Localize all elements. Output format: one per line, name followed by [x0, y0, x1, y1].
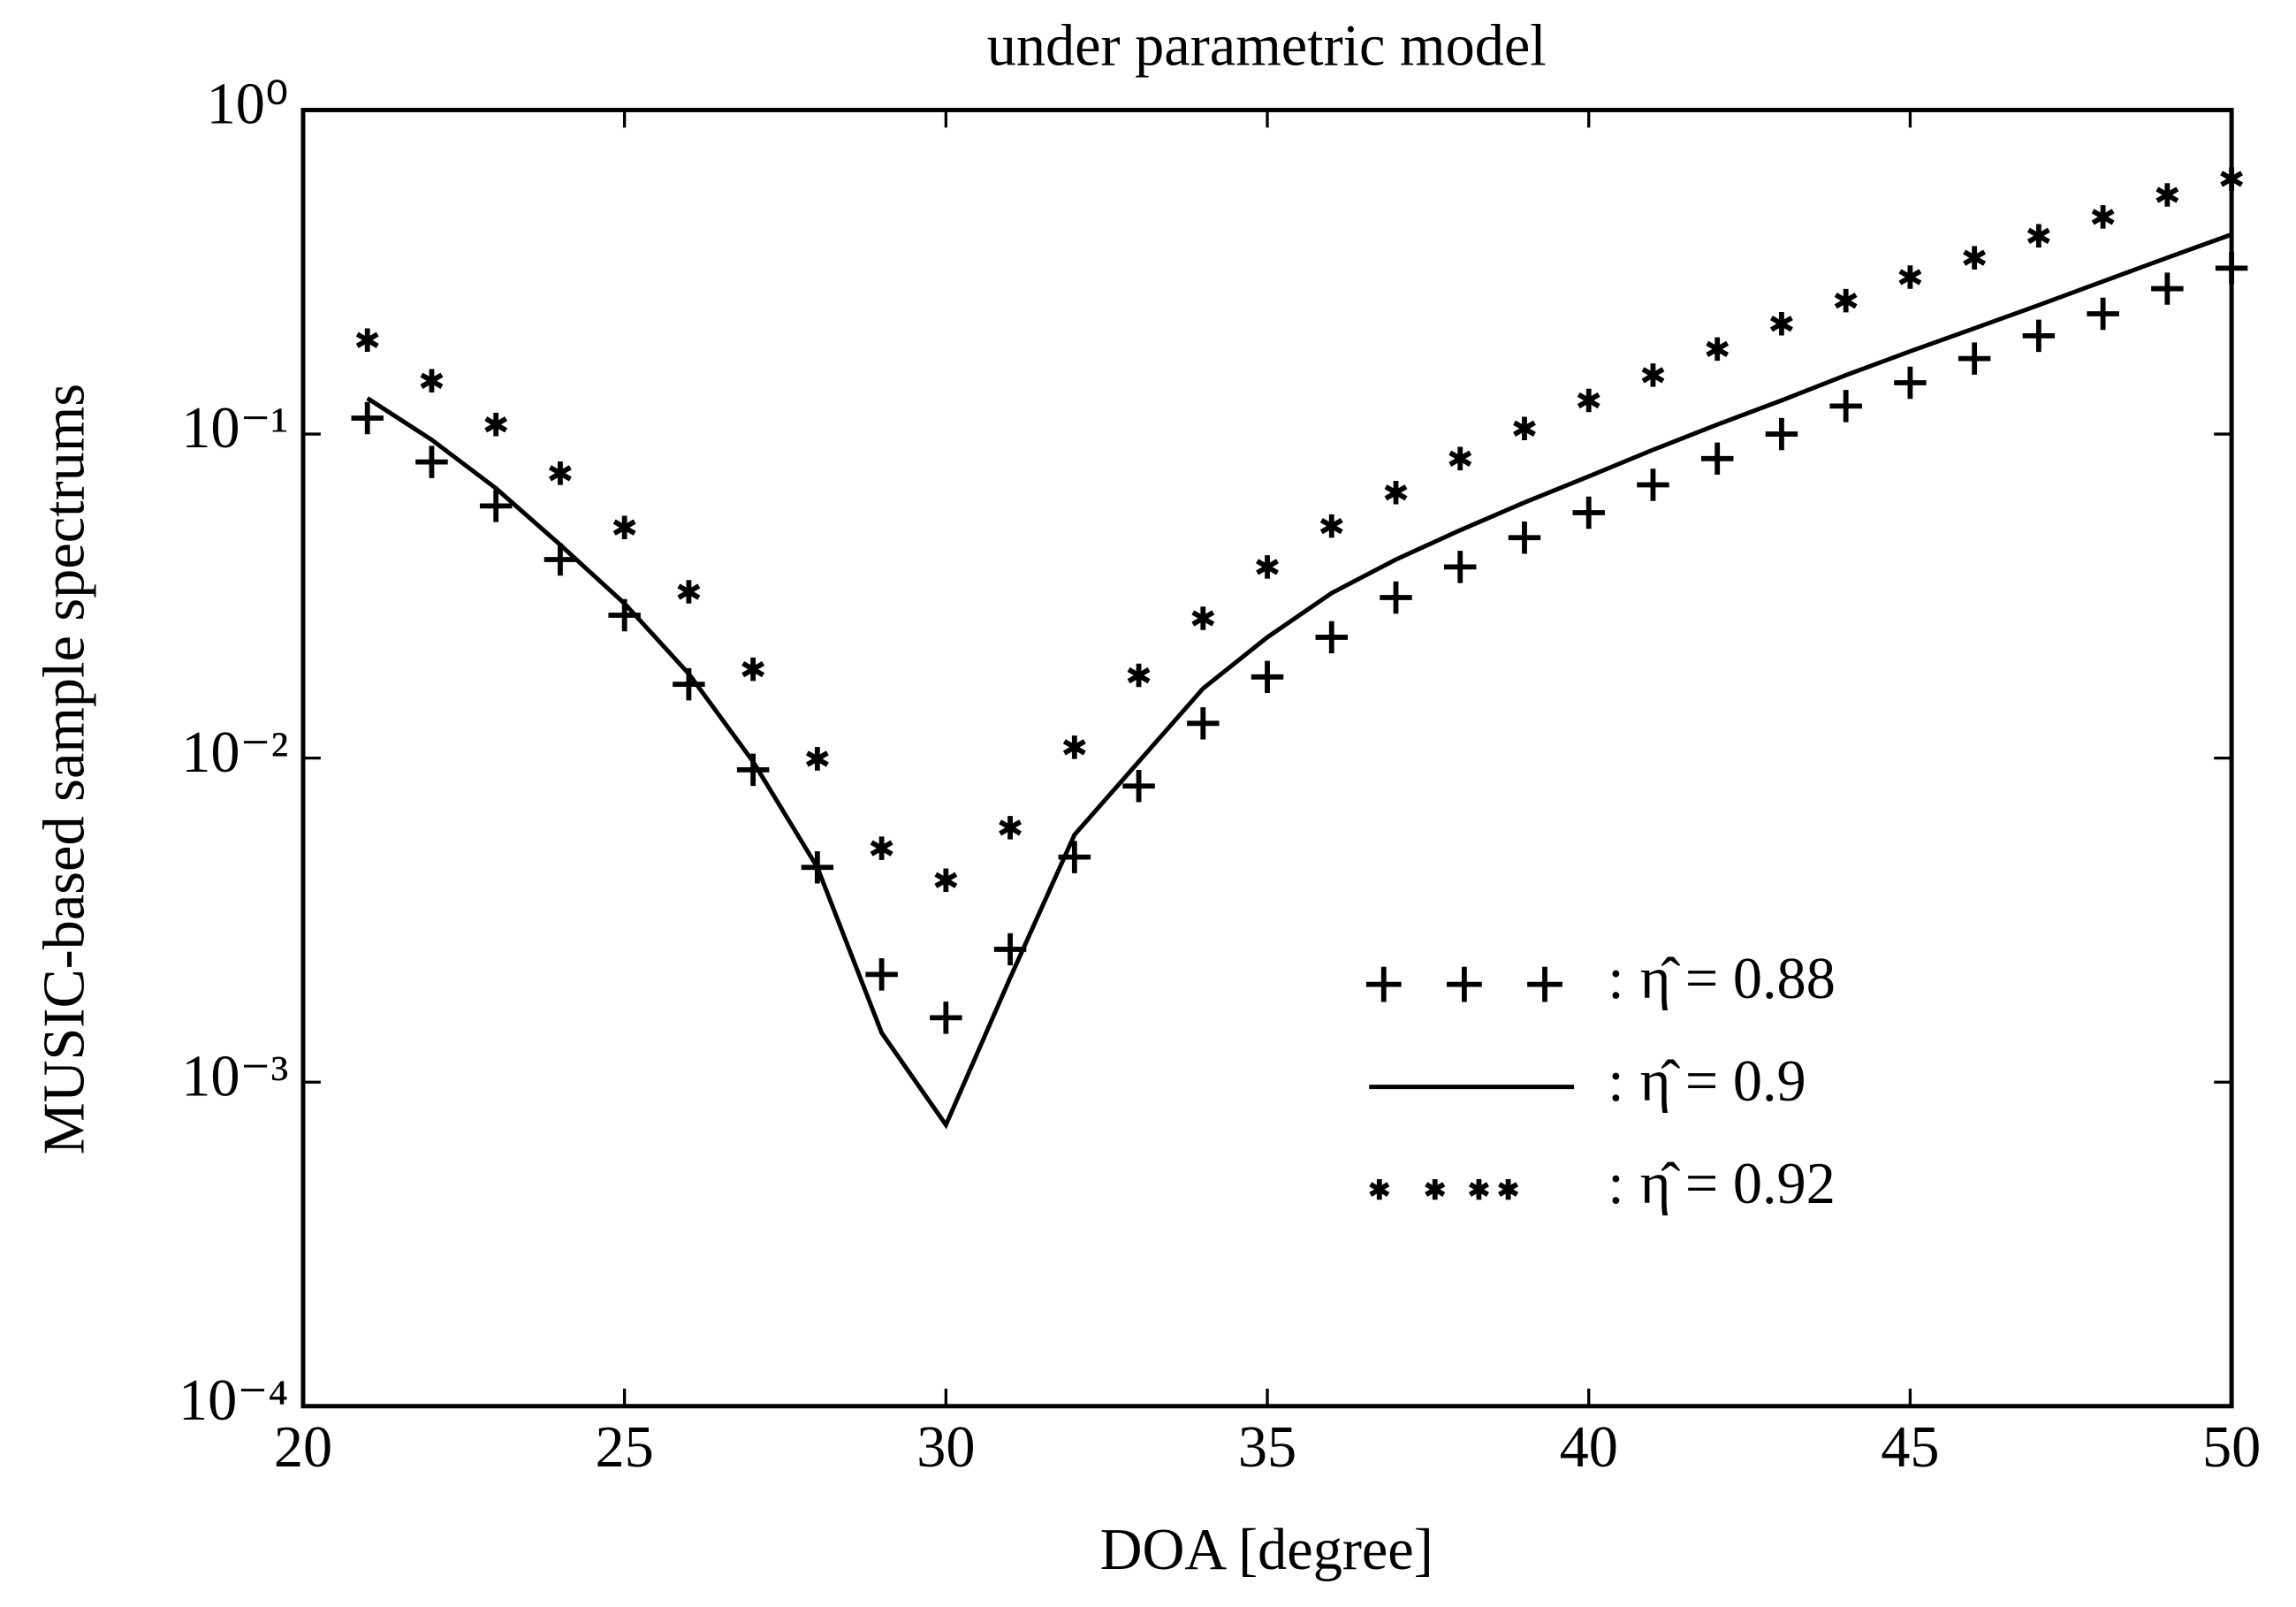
star-marker [1425, 1178, 1446, 1200]
x-tick-label: 40 [1560, 1415, 1618, 1480]
star-marker [1963, 246, 1987, 270]
plus-marker [1444, 551, 1477, 583]
star-marker [1256, 555, 1279, 579]
y-tick-label: 10⁻¹ [181, 396, 288, 461]
plus-marker [1380, 581, 1412, 614]
plus-marker [1315, 621, 1348, 654]
plus-marker [865, 958, 898, 991]
plus-marker [1958, 342, 1991, 375]
star-marker [1319, 514, 1343, 538]
plus-marker [1187, 707, 1220, 740]
x-tick-label: 20 [274, 1415, 332, 1480]
star-marker [741, 657, 765, 682]
legend-label: η̂ = 0.92 [1640, 1152, 1836, 1216]
plot-frame [300, 107, 2234, 1409]
star-marker [870, 836, 893, 860]
plus-marker [1365, 966, 1402, 1002]
star-marker [2026, 224, 2050, 248]
star-marker [1706, 337, 1730, 362]
star-marker [1770, 311, 1793, 336]
star-marker [484, 413, 508, 437]
star-marker [355, 328, 379, 352]
plus-marker [415, 446, 448, 478]
plus-marker [2022, 319, 2056, 353]
plus-marker [1700, 442, 1734, 476]
plus-marker [1527, 966, 1562, 1002]
star-marker [1468, 1178, 1489, 1200]
x-axis-label: DOA [degree] [1100, 1518, 1433, 1582]
plus-marker [1572, 496, 1605, 529]
plus-marker [1637, 468, 1669, 501]
plus-marker [479, 490, 513, 522]
star-marker [999, 816, 1023, 840]
star-marker [1448, 446, 1472, 471]
star-marker [1641, 363, 1665, 387]
star-marker [1898, 265, 1922, 289]
series-line [366, 232, 2232, 1130]
plus-marker [1508, 522, 1541, 554]
legend-label: η̂ = 0.88 [1640, 947, 1836, 1011]
y-tick-label: 10⁻³ [181, 1044, 288, 1108]
plus-marker [1894, 366, 1927, 400]
legend-separator: : [1608, 1049, 1623, 1114]
star-marker [1127, 663, 1151, 688]
star-marker [677, 580, 701, 604]
star-marker [1513, 416, 1536, 441]
star-marker [612, 515, 636, 539]
plus-marker [1829, 390, 1862, 423]
legend-separator: : [1608, 947, 1623, 1011]
star-marker [1369, 1178, 1390, 1200]
star-marker [805, 747, 829, 771]
y-axis-label: MUSIC-based sample spectrums [33, 384, 97, 1154]
star-marker [1062, 735, 1086, 759]
y-tick-label: 10⁻⁴ [179, 1368, 288, 1433]
legend-separator: : [1608, 1152, 1623, 1216]
plus-marker [544, 543, 577, 576]
plus-marker [2215, 252, 2248, 285]
chart-title: under parametric model [987, 13, 1547, 78]
star-marker [1498, 1178, 1519, 1200]
x-tick-label: 25 [596, 1415, 654, 1480]
x-tick-label: 35 [1238, 1415, 1296, 1480]
plus-marker [351, 401, 384, 435]
star-marker [420, 369, 444, 393]
star-marker [548, 461, 572, 485]
plus-marker [1122, 770, 1155, 803]
x-tick-label: 50 [2202, 1415, 2261, 1480]
star-marker [2220, 167, 2244, 191]
star-marker [1834, 288, 1858, 313]
plus-marker [1447, 966, 1482, 1002]
star-marker [1191, 606, 1215, 630]
plus-marker [930, 1002, 962, 1034]
plus-marker [1251, 660, 1284, 694]
plus-marker [2151, 272, 2184, 305]
star-marker [2155, 183, 2179, 207]
plus-marker [2087, 297, 2119, 331]
plus-marker [1765, 417, 1798, 451]
star-marker [1384, 480, 1408, 505]
star-marker [934, 868, 958, 893]
y-tick-label: 10⁰ [207, 72, 289, 137]
star-marker [2091, 205, 2115, 229]
x-tick-label: 30 [916, 1415, 975, 1480]
x-tick-label: 45 [1881, 1415, 1939, 1480]
star-marker [1577, 388, 1600, 413]
y-tick-label: 10⁻² [181, 720, 288, 785]
legend-label: η̂ = 0.9 [1640, 1049, 1806, 1114]
